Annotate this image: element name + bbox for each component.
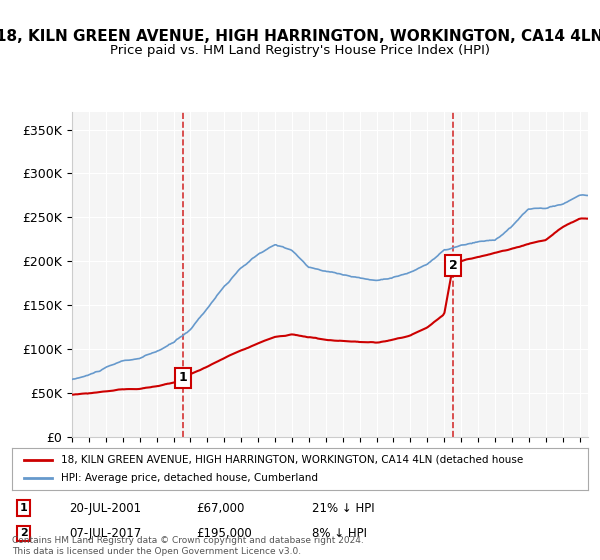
Text: 21% ↓ HPI: 21% ↓ HPI bbox=[311, 502, 374, 515]
Text: 07-JUL-2017: 07-JUL-2017 bbox=[70, 527, 142, 540]
Text: 1: 1 bbox=[20, 503, 28, 513]
Text: 2: 2 bbox=[20, 529, 28, 538]
Text: 18, KILN GREEN AVENUE, HIGH HARRINGTON, WORKINGTON, CA14 4LN (detached house: 18, KILN GREEN AVENUE, HIGH HARRINGTON, … bbox=[61, 455, 523, 465]
Text: £195,000: £195,000 bbox=[196, 527, 252, 540]
Text: Contains HM Land Registry data © Crown copyright and database right 2024.
This d: Contains HM Land Registry data © Crown c… bbox=[12, 536, 364, 556]
Text: 20-JUL-2001: 20-JUL-2001 bbox=[70, 502, 142, 515]
Text: £67,000: £67,000 bbox=[196, 502, 245, 515]
Text: 8% ↓ HPI: 8% ↓ HPI bbox=[311, 527, 367, 540]
Text: HPI: Average price, detached house, Cumberland: HPI: Average price, detached house, Cumb… bbox=[61, 473, 318, 483]
Text: 2: 2 bbox=[449, 259, 457, 272]
Text: 18, KILN GREEN AVENUE, HIGH HARRINGTON, WORKINGTON, CA14 4LN: 18, KILN GREEN AVENUE, HIGH HARRINGTON, … bbox=[0, 29, 600, 44]
Text: Price paid vs. HM Land Registry's House Price Index (HPI): Price paid vs. HM Land Registry's House … bbox=[110, 44, 490, 57]
Text: 1: 1 bbox=[178, 371, 187, 385]
